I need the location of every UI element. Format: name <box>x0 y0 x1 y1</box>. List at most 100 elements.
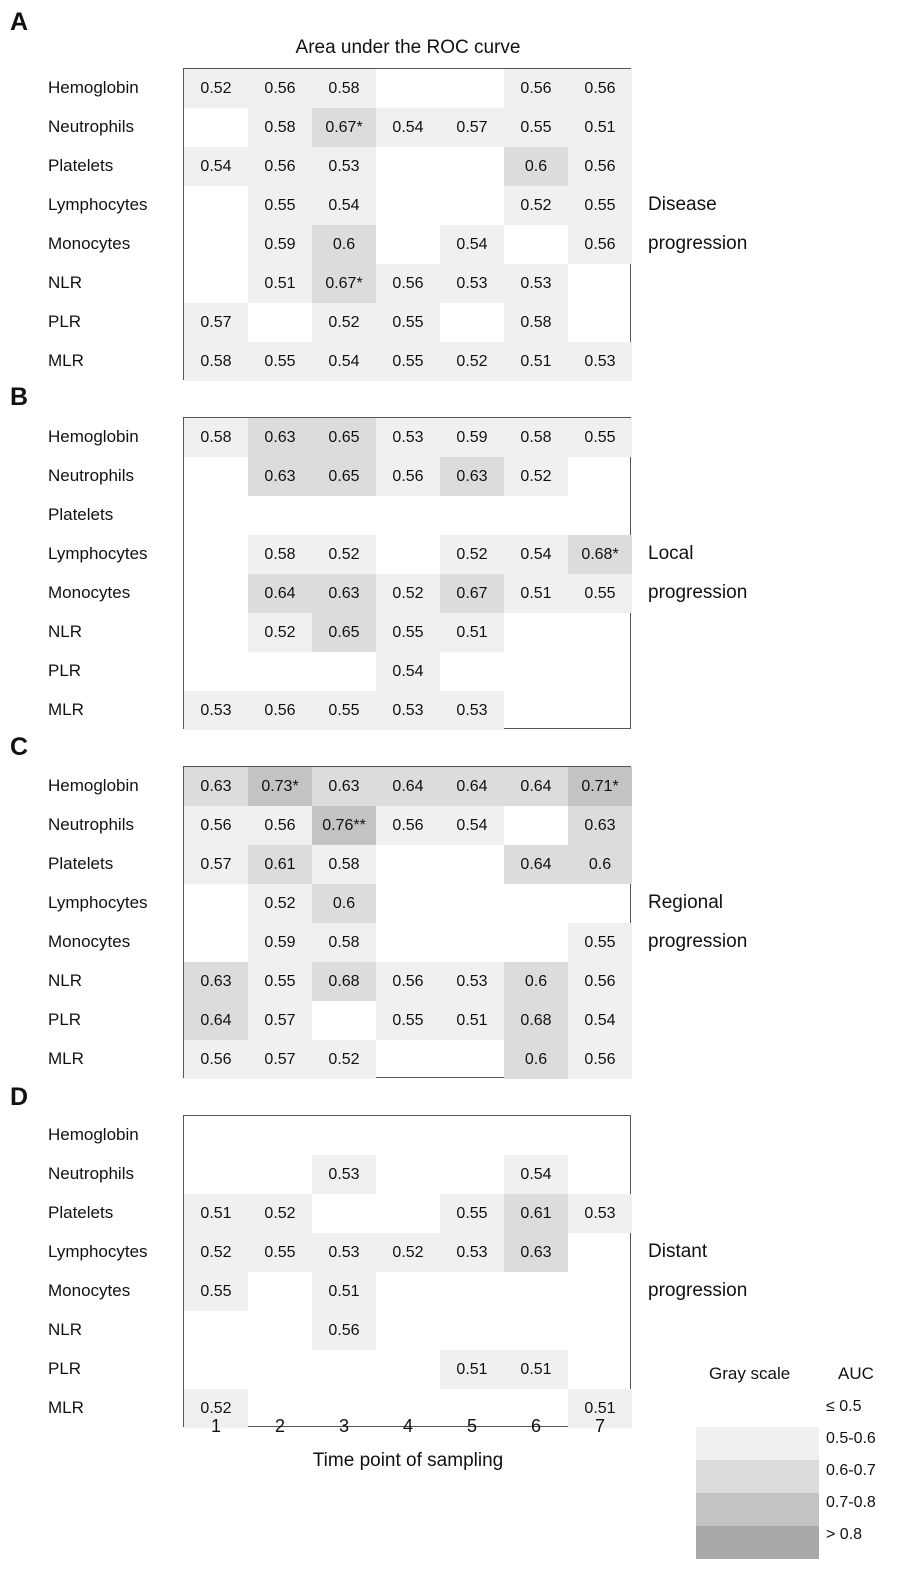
row-label: Monocytes <box>48 932 131 951</box>
row-label: Neutrophils <box>48 466 134 485</box>
x-tick-label: 3 <box>338 1416 349 1436</box>
heatmap-cell: 0.6 <box>504 1040 568 1079</box>
heatmap-cell: 0.6 <box>504 147 568 186</box>
heatmap-cell: 0.53 <box>376 418 440 457</box>
heatmap-cell <box>440 1272 504 1311</box>
heatmap-cell: 0.61 <box>248 845 312 884</box>
heatmap-cell: 0.52 <box>312 303 376 342</box>
heatmap-cell: 0.68* <box>568 535 632 574</box>
heatmap-cell: 0.64 <box>440 767 504 806</box>
row-label: MLR <box>48 351 84 370</box>
heatmap-cell <box>376 186 440 225</box>
heatmap-cell: 0.51 <box>504 574 568 613</box>
heatmap-cell: 0.6 <box>312 884 376 923</box>
heatmap-cell: 0.53 <box>312 147 376 186</box>
heatmap-grid-d: 0.53 0.54 0.51 0.52 0.55 0.61 0.53 0.52 0.55 0.53… <box>183 1115 632 1428</box>
heatmap-cell: 0.54 <box>312 342 376 381</box>
heatmap-cell: 0.56 <box>568 69 632 108</box>
row-label: PLR <box>48 312 82 331</box>
heatmap-cell: 0.53 <box>504 264 568 303</box>
heatmap-cell: 0.56 <box>568 1040 632 1079</box>
heatmap-cell: 0.56 <box>312 1311 376 1350</box>
heatmap-cell <box>568 1311 632 1350</box>
heatmap-cell: 0.52 <box>376 574 440 613</box>
legend-swatch <box>696 1427 819 1460</box>
heatmap-cell <box>568 1155 632 1194</box>
heatmap-cell: 0.59 <box>248 923 312 962</box>
heatmap-cell: 0.52 <box>504 186 568 225</box>
legend-title-gray-scale: Gray scale <box>709 1364 791 1383</box>
heatmap-cell <box>312 1350 376 1389</box>
heatmap-cell: 0.56 <box>248 69 312 108</box>
heatmap-cell <box>184 457 248 496</box>
heatmap-cell <box>504 496 568 535</box>
heatmap-cell: 0.64 <box>184 1001 248 1040</box>
row-label: NLR <box>48 622 83 641</box>
heatmap-cell: 0.63 <box>568 806 632 845</box>
heatmap-cell <box>440 1311 504 1350</box>
heatmap-cell: 0.53 <box>440 691 504 730</box>
heatmap-cell: 0.59 <box>440 418 504 457</box>
heatmap-cell <box>568 457 632 496</box>
panel-letter-a: A <box>10 8 29 36</box>
heatmap-cell <box>248 303 312 342</box>
heatmap-cell <box>440 845 504 884</box>
heatmap-cell <box>248 652 312 691</box>
row-label: NLR <box>48 971 83 990</box>
heatmap-cell <box>440 303 504 342</box>
heatmap-cell <box>248 1350 312 1389</box>
heatmap-cell: 0.54 <box>568 1001 632 1040</box>
heatmap-cell: 0.68 <box>312 962 376 1001</box>
chart-title: Area under the ROC curve <box>295 37 521 58</box>
heatmap-cell: 0.54 <box>440 806 504 845</box>
heatmap-cell <box>184 1350 248 1389</box>
heatmap-cell: 0.64 <box>504 767 568 806</box>
legend-label: 0.6-0.7 <box>826 1462 876 1479</box>
heatmap-cell: 0.59 <box>248 225 312 264</box>
heatmap-cell: 0.58 <box>248 535 312 574</box>
heatmap-cell: 0.58 <box>504 418 568 457</box>
heatmap-cell: 0.53 <box>440 962 504 1001</box>
heatmap-cell <box>312 652 376 691</box>
heatmap-cell <box>248 1311 312 1350</box>
heatmap-cell <box>184 574 248 613</box>
heatmap-cell <box>376 225 440 264</box>
row-label: MLR <box>48 1398 84 1417</box>
heatmap-cell: 0.52 <box>184 69 248 108</box>
heatmap-cell: 0.56 <box>184 806 248 845</box>
heatmap-cell: 0.55 <box>376 1001 440 1040</box>
heatmap-cell <box>248 1116 312 1155</box>
heatmap-cell <box>312 1001 376 1040</box>
heatmap-cell: 0.58 <box>312 845 376 884</box>
heatmap-cell <box>376 496 440 535</box>
heatmap-cell: 0.53 <box>312 1155 376 1194</box>
heatmap-cell: 0.51 <box>440 1001 504 1040</box>
heatmap-cell: 0.57 <box>248 1001 312 1040</box>
heatmap-cell: 0.55 <box>312 691 376 730</box>
heatmap-cell: 0.63 <box>504 1233 568 1272</box>
heatmap-cell: 0.54 <box>440 225 504 264</box>
row-label: Lymphocytes <box>48 1242 148 1261</box>
heatmap-cell: 0.76** <box>312 806 376 845</box>
heatmap-cell <box>568 884 632 923</box>
heatmap-cell: 0.58 <box>312 69 376 108</box>
row-label: Neutrophils <box>48 117 134 136</box>
heatmap-cell <box>504 1272 568 1311</box>
heatmap-cell: 0.51 <box>440 1350 504 1389</box>
heatmap-cell: 0.52 <box>184 1233 248 1272</box>
heatmap-cell <box>184 923 248 962</box>
row-label: Hemoglobin <box>48 427 139 446</box>
row-label: Lymphocytes <box>48 893 148 912</box>
heatmap-cell <box>376 884 440 923</box>
heatmap-cell <box>440 884 504 923</box>
heatmap-cell: 0.56 <box>376 806 440 845</box>
legend-swatch <box>696 1493 819 1526</box>
heatmap-cell <box>312 496 376 535</box>
legend-swatch <box>696 1460 819 1493</box>
row-label: Monocytes <box>48 583 131 602</box>
row-label: Hemoglobin <box>48 1125 139 1144</box>
heatmap-cell <box>568 496 632 535</box>
heatmap-cell: 0.63 <box>184 767 248 806</box>
heatmap-grid-b: 0.58 0.63 0.65 0.53 0.59 0.58 0.55 0.63 0.65 0.56… <box>183 417 632 730</box>
heatmap-cell: 0.55 <box>568 923 632 962</box>
